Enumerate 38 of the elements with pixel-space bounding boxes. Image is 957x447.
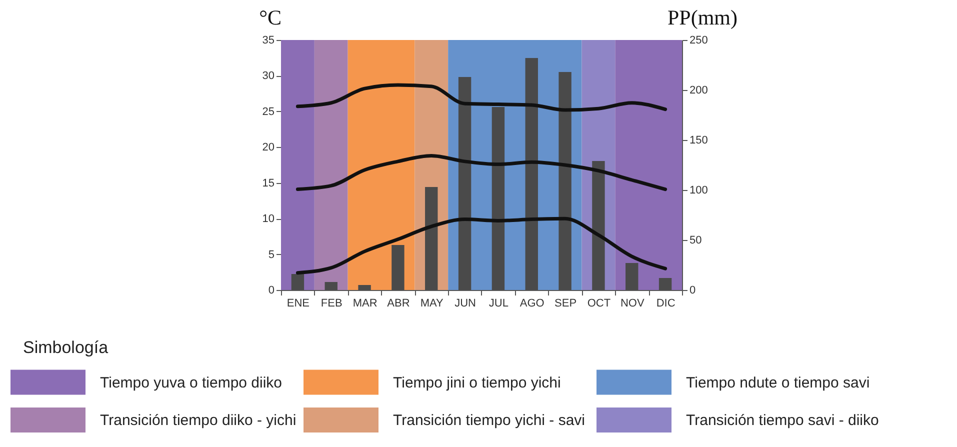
y2-tick-label: 200: [690, 84, 708, 96]
x-tick-label: MAY: [420, 298, 444, 310]
x-tick-label: DIC: [656, 298, 676, 310]
x-tick-label: ABR: [387, 298, 410, 310]
x-tick-label: FEB: [320, 298, 342, 310]
line-series: [296, 154, 668, 192]
y-tick-label: 15: [262, 177, 274, 190]
y2-axis-title: PP(mm): [667, 6, 738, 30]
x-tick-label: JUL: [488, 298, 508, 310]
legend-label: Tiempo ndute o tiempo savi: [686, 374, 870, 392]
y-tick-label: 0: [268, 284, 274, 296]
y2-tick-label: 250: [690, 34, 708, 46]
legend-label: Tiempo yuva o tiempo diiko: [100, 374, 282, 392]
x-tick-label: OCT: [587, 298, 611, 310]
y2-tick-label: 100: [690, 184, 708, 196]
y-tick-label: 30: [262, 70, 274, 82]
legend-label: Transición tiempo savi - diiko: [686, 412, 879, 429]
y2-tick-label: 150: [690, 134, 708, 146]
x-tick-label: MAR: [352, 298, 378, 310]
y-tick-label: 20: [262, 142, 274, 154]
legend-label: Transición tiempo yichi - savi: [393, 412, 586, 429]
line-series: [296, 83, 668, 112]
y2-tick-label: 0: [690, 284, 696, 296]
x-tick-label: NOV: [620, 298, 645, 310]
line-series: [296, 216, 668, 275]
y-axis-title: °C: [259, 6, 282, 30]
x-tick-label: AGO: [520, 298, 545, 310]
legend-title: Simbología: [23, 338, 109, 357]
x-tick-label: ENE: [286, 298, 310, 310]
y-tick-label: 25: [262, 106, 274, 118]
y-tick-label: 10: [262, 213, 274, 226]
y-tick-label: 5: [268, 248, 274, 261]
y2-tick-label: 50: [690, 234, 702, 246]
x-tick-label: SEP: [554, 298, 577, 310]
y-tick-label: 35: [262, 34, 274, 46]
legend-label: Transición tiempo diiko - yichi: [100, 412, 296, 429]
legend-label: Tiempo jini o tiempo yichi: [393, 374, 561, 392]
x-tick-label: JUN: [454, 298, 476, 310]
